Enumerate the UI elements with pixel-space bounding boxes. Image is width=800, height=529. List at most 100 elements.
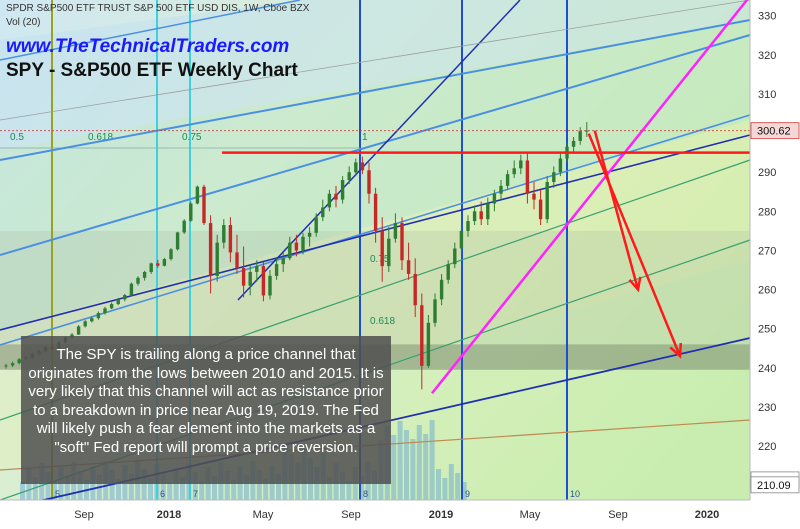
price-tick-label: 230 [758, 402, 776, 414]
candle-body [532, 193, 536, 200]
symbol-info: SPDR S&P500 ETF TRUST S&P 500 ETF USD DI… [6, 3, 310, 14]
candle-body [426, 322, 431, 366]
time-tick-label: Sep [341, 509, 361, 521]
volume-bar [372, 471, 377, 500]
candle-body [162, 259, 167, 266]
candle-body [479, 211, 483, 220]
volume-bar [231, 480, 237, 500]
volume-bar [173, 468, 179, 500]
candle-body [195, 186, 200, 204]
time-tick-label: May [520, 509, 541, 521]
chart-title: SPY - S&P500 ETF Weekly Chart [6, 60, 298, 81]
price-tag-label: 210.09 [757, 480, 791, 492]
candle-body [413, 273, 417, 306]
volume-bar [397, 421, 403, 500]
cycle-number-label: 8 [363, 489, 368, 499]
price-tick-label: 260 [758, 285, 776, 297]
volume-bar [148, 478, 153, 500]
candle-body [545, 181, 549, 220]
candle-body [248, 271, 252, 286]
candle-body [149, 263, 153, 272]
volume-bar [141, 469, 147, 500]
volume-bar [45, 472, 51, 500]
candle-body [255, 266, 259, 272]
time-tick-label: 2019 [429, 509, 453, 521]
candle-body [228, 225, 233, 253]
candle-body [387, 238, 391, 267]
volume-bar [116, 479, 121, 500]
fib-level-label: 0.75 [370, 254, 390, 265]
candle-body [182, 220, 186, 233]
volume-bar [199, 481, 205, 500]
annotation-text-box: The SPY is trailing along a price channe… [21, 336, 391, 484]
candle-body [202, 186, 206, 224]
volume-bar [192, 472, 198, 500]
candle-body [571, 140, 576, 147]
candle-body [446, 264, 450, 280]
price-tick-label: 330 [758, 11, 776, 23]
fib-level-label: 0.618 [370, 316, 395, 327]
volume-bar [263, 479, 269, 500]
candle-body [512, 168, 516, 175]
price-tag-box [750, 476, 800, 494]
volume-bar [128, 474, 134, 500]
candle-body [420, 305, 424, 366]
price-tick-label: 220 [758, 441, 776, 453]
channel-line [0, 19, 751, 161]
candle-body [294, 242, 299, 251]
candle-body [459, 230, 464, 249]
consolidation-zone [0, 230, 750, 345]
candle-body [281, 258, 285, 265]
volume-bar [442, 478, 448, 500]
candle-body [585, 130, 589, 132]
volume-bar [461, 482, 467, 500]
candle-body [558, 158, 563, 173]
candle-body [552, 172, 556, 182]
volume-bar [32, 477, 38, 500]
cycle-number-label: 10 [570, 489, 580, 499]
volume-bar [436, 469, 441, 500]
channel-line [0, 34, 751, 256]
candle-body [169, 249, 173, 260]
cycle-number-label: 9 [465, 489, 470, 499]
candle-body [321, 207, 325, 218]
fib-level-label: 0.5 [10, 132, 24, 143]
candle-body [235, 252, 239, 269]
candle-body [354, 162, 358, 173]
candle-body [360, 162, 365, 171]
channel-band [0, 0, 750, 150]
volume-bar [20, 482, 25, 500]
volume-bar [244, 475, 249, 500]
candle-body [208, 223, 213, 276]
volume-indicator-label[interactable]: Vol (20) [6, 17, 41, 28]
candle-body [90, 318, 94, 322]
candle-body [327, 193, 332, 208]
cycle-number-label: 7 [193, 489, 198, 499]
candle-body [314, 217, 318, 233]
volume-bar [256, 470, 262, 500]
candle-body [109, 304, 114, 309]
volume-bar [410, 439, 416, 500]
volume-bar [340, 472, 345, 500]
time-tick-label: Sep [608, 509, 628, 521]
fib-level-label: 0.75 [182, 132, 202, 143]
candle-body [525, 160, 530, 194]
fib-level-label: 1 [362, 132, 368, 143]
volume-bar [26, 468, 32, 500]
cycle-number-label: 6 [160, 489, 165, 499]
candle-body [307, 232, 312, 237]
candle-body [136, 277, 140, 284]
candle-body [241, 268, 246, 286]
volume-bar [429, 420, 435, 500]
candle-body [156, 263, 160, 266]
projection-arrow-line [587, 133, 682, 357]
channel-band [0, 20, 750, 330]
price-tick-label: 250 [758, 324, 776, 336]
projection-arrowhead [628, 276, 642, 293]
candle-body [347, 172, 351, 181]
price-tick-label: 310 [758, 89, 776, 101]
projection-arrowhead [669, 343, 683, 359]
volume-bar [455, 473, 461, 500]
volume-bar [423, 434, 429, 500]
